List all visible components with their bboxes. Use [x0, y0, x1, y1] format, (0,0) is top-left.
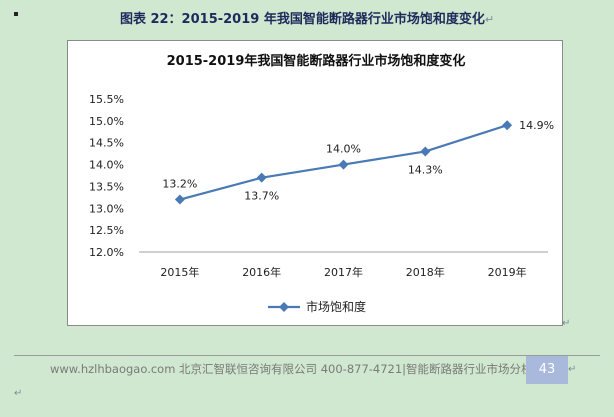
y-tick-label: 13.0% [89, 202, 124, 215]
chart-container: 2015-2019年我国智能断路器行业市场饱和度变化 12.0% 12.5% 13.0… [67, 40, 563, 326]
footer-divider [14, 355, 600, 356]
y-tick-label: 13.5% [89, 180, 124, 193]
legend-label: 市场饱和度 [306, 299, 366, 314]
data-point-marker [256, 172, 267, 183]
paragraph-mark-icon: ↵ [484, 13, 495, 26]
y-tick-label: 14.5% [89, 137, 124, 150]
footer-text: www.hzlhbaogao.com 北京汇智联恒咨询有限公司 400-877-… [50, 362, 533, 376]
figure-caption: 图表 22：2015-2019 年我国智能断路器行业市场饱和度变化↵ [0, 8, 614, 27]
line-chart: 2015-2019年我国智能断路器行业市场饱和度变化 12.0% 12.5% 13.0… [89, 53, 554, 314]
data-label: 14.3% [408, 163, 443, 176]
x-tick-label: 2015年 [160, 265, 199, 279]
y-tick-label: 14.0% [89, 159, 124, 172]
paragraph-mark-icon: ↵ [562, 318, 571, 329]
figure-caption-text: 图表 22：2015-2019 年我国智能断路器行业市场饱和度变化 [119, 12, 485, 27]
data-label: 14.0% [326, 143, 361, 156]
data-label: 13.7% [244, 190, 279, 203]
paragraph-mark-icon: ↵ [14, 388, 23, 399]
data-point-marker [502, 120, 513, 131]
legend-marker [279, 302, 289, 312]
y-tick-label: 12.5% [89, 224, 124, 237]
x-tick-label: 2016年 [242, 265, 281, 279]
data-point-marker [174, 194, 185, 205]
page-number: 43 [526, 356, 568, 384]
paragraph-mark-icon: ↵ [568, 364, 577, 375]
data-point-marker [420, 146, 431, 157]
x-tick-label: 2017年 [324, 265, 363, 279]
chart-title: 2015-2019年我国智能断路器行业市场饱和度变化 [167, 53, 466, 69]
data-point-marker [338, 159, 349, 170]
y-tick-label: 15.5% [89, 93, 124, 106]
data-label: 14.9% [519, 119, 554, 132]
data-label: 13.2% [162, 178, 197, 191]
y-tick-label: 12.0% [89, 246, 124, 259]
x-tick-label: 2018年 [406, 265, 445, 279]
x-tick-label: 2019年 [488, 265, 527, 279]
y-tick-label: 15.0% [89, 115, 124, 128]
list-bullet [14, 12, 18, 16]
